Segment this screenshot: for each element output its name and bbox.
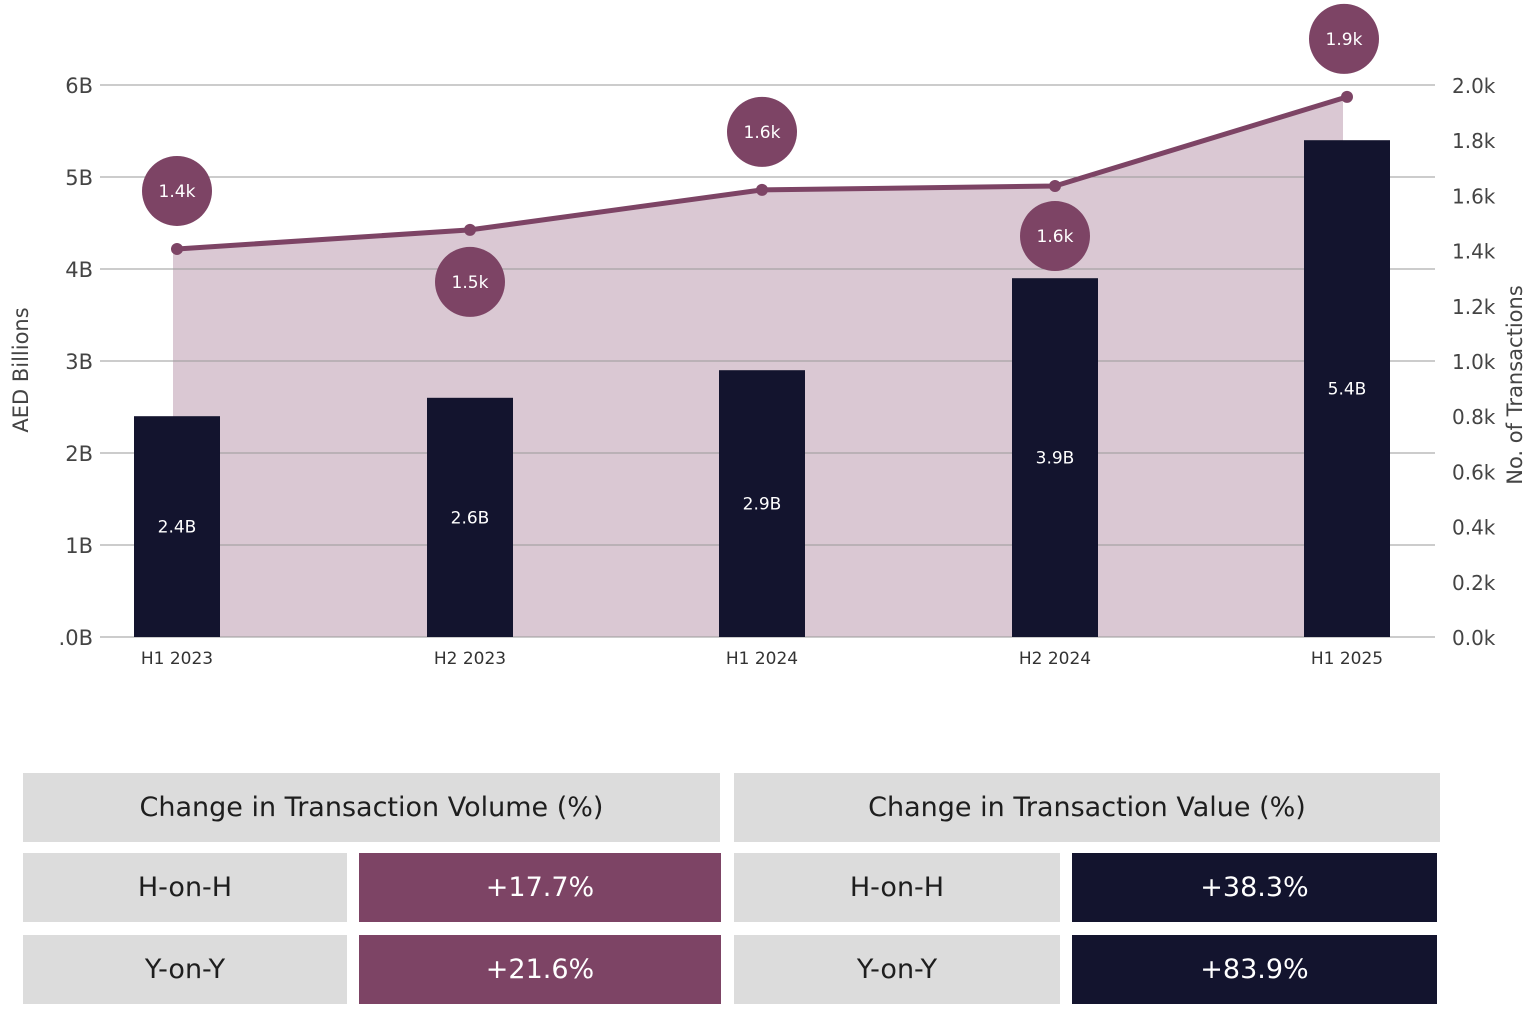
y2-tick-label: 1.4k xyxy=(1452,240,1496,264)
value-header: Change in Transaction Value (%) xyxy=(734,773,1440,842)
y-tick-label: 5B xyxy=(65,166,93,190)
y2-tick-label: 1.8k xyxy=(1452,129,1496,153)
y-tick-label: .0B xyxy=(59,626,93,650)
y2-tick-label: 1.2k xyxy=(1452,295,1496,319)
bar-label: 2.9B xyxy=(743,495,782,515)
value-yoy-label: Y-on-Y xyxy=(734,935,1060,1004)
x-tick-label: H2 2023 xyxy=(434,649,506,669)
y-tick-label: 2B xyxy=(65,442,93,466)
line-label: 1.6k xyxy=(744,123,781,143)
bar xyxy=(719,370,805,637)
value-hoh-label: H-on-H xyxy=(734,853,1060,922)
x-tick-label: H1 2025 xyxy=(1311,649,1383,669)
y-tick-label: 4B xyxy=(65,258,93,282)
volume-hoh-value: +17.7% xyxy=(359,853,721,922)
y2-tick-label: 0.2k xyxy=(1452,571,1496,595)
line-point xyxy=(1049,180,1061,193)
y-tick-label: 3B xyxy=(65,350,93,374)
y2-tick-label: 0.8k xyxy=(1452,405,1496,429)
y2-tick-label: 2.0k xyxy=(1452,74,1496,98)
y-tick-label: 1B xyxy=(65,534,93,558)
y2-tick-label: 0.0k xyxy=(1452,626,1496,650)
line-label: 1.6k xyxy=(1037,227,1074,247)
line-label-bubble xyxy=(727,96,797,167)
line-point xyxy=(756,183,768,196)
combo-chart: .0B 1B 2B 3B 4B 5B 6B 0.0k 0.2k 0.4k 0.6k 0.8k 1.0k 1… xyxy=(9,3,1527,669)
volume-hoh-label: H-on-H xyxy=(23,853,347,922)
bar xyxy=(134,416,220,637)
y2-tick-label: 0.6k xyxy=(1452,460,1496,484)
line-label-bubble xyxy=(1309,3,1379,74)
line-label: 1.5k xyxy=(452,273,489,293)
volume-yoy-value: +21.6% xyxy=(359,935,721,1004)
bar-label: 2.6B xyxy=(451,508,490,528)
y2-axis-label: No. of Transactions xyxy=(1503,285,1527,485)
bar-label: 3.9B xyxy=(1036,449,1075,469)
y2-tick-label: 0.4k xyxy=(1452,516,1496,540)
x-tick-label: H1 2024 xyxy=(726,649,798,669)
x-tick-label: H2 2024 xyxy=(1019,649,1091,669)
bar xyxy=(1012,278,1098,637)
y-axis-label: AED Billions xyxy=(9,307,33,432)
y-tick-label: 6B xyxy=(65,74,93,98)
bar-label: 5.4B xyxy=(1328,380,1367,400)
line-label: 1.9k xyxy=(1326,30,1363,50)
line-label: 1.4k xyxy=(159,182,196,202)
y2-tick-label: 1.6k xyxy=(1452,184,1496,208)
line-point xyxy=(171,242,183,255)
line-point xyxy=(1341,90,1353,103)
line-label-bubble xyxy=(142,155,212,226)
line-label-bubble xyxy=(1020,201,1090,272)
bar xyxy=(1304,140,1390,637)
line-point xyxy=(464,223,476,236)
volume-header: Change in Transaction Volume (%) xyxy=(23,773,720,842)
line-label-bubble xyxy=(435,246,505,317)
bar-label: 2.4B xyxy=(158,518,197,538)
bar xyxy=(427,397,513,637)
y2-tick-label: 1.0k xyxy=(1452,350,1496,374)
value-hoh-value: +38.3% xyxy=(1072,853,1437,922)
volume-yoy-label: Y-on-Y xyxy=(23,935,347,1004)
value-yoy-value: +83.9% xyxy=(1072,935,1437,1004)
x-tick-label: H1 2023 xyxy=(141,649,213,669)
